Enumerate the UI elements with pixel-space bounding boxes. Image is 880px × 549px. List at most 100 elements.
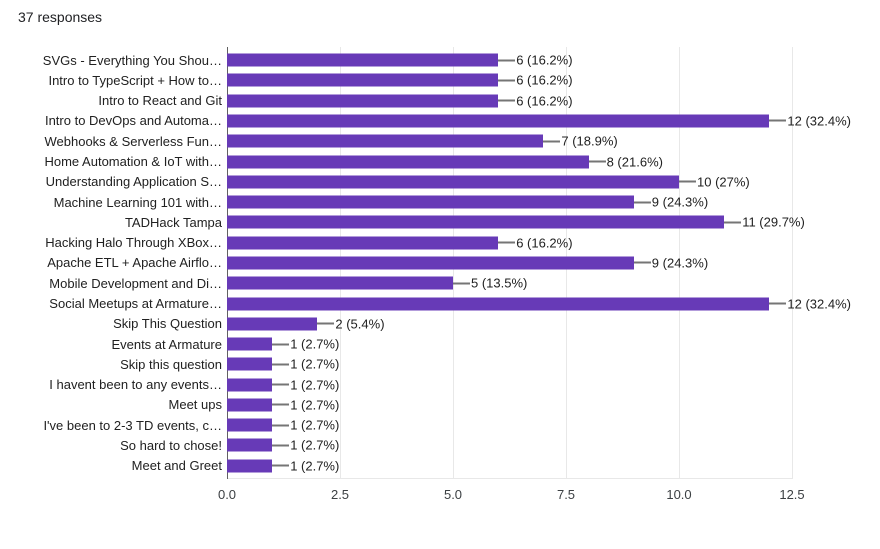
value-annotation: 2 (5.4%): [317, 316, 385, 332]
bar[interactable]: [227, 256, 634, 270]
chart-row: 6 (16.2%): [227, 233, 792, 253]
category-label: SVGs - Everything You Shou…: [42, 52, 222, 68]
chart-row: 1 (2.7%): [227, 395, 792, 415]
chart-row: 12 (32.4%): [227, 293, 851, 313]
bar[interactable]: [227, 297, 770, 311]
x-axis-ticks: 0.0 2.5 5.0 7.5 10.0 12.5: [218, 487, 805, 505]
leader-line: [272, 363, 290, 366]
value-label: 6 (16.2%): [516, 93, 573, 109]
x-tick-label: 5.0: [443, 487, 463, 502]
value-label: 6 (16.2%): [516, 52, 573, 68]
value-label: 1 (2.7%): [290, 377, 340, 393]
bar[interactable]: [227, 175, 679, 189]
bars-layer: 6 (16.2%) 6 (16.2%) 6 (16.2%) 12 (32.4%) 7 (…: [227, 50, 851, 476]
category-label: Hacking Halo Through XBox…: [45, 235, 222, 251]
leader-line: [453, 282, 470, 285]
leader-line: [498, 79, 516, 82]
leader-line: [272, 343, 290, 346]
leader-line: [769, 302, 787, 305]
leader-line: [498, 241, 516, 244]
leader-line: [633, 201, 651, 204]
chart-row: 5 (13.5%): [227, 273, 792, 293]
value-label: 1 (2.7%): [290, 417, 340, 433]
leader-line: [633, 261, 651, 264]
value-label: 11 (29.7%): [742, 214, 805, 230]
value-label: 10 (27%): [697, 174, 750, 190]
category-axis: SVGs - Everything You Shou… Intro to Type…: [0, 50, 224, 476]
value-annotation: 10 (27%): [679, 174, 750, 189]
category-label: Mobile Development and Di…: [49, 275, 222, 291]
chart-row: 8 (21.6%): [227, 151, 792, 171]
category-label: So hard to chose!: [120, 437, 222, 453]
chart-row: 6 (16.2%): [227, 91, 792, 111]
x-tick-label: 0.0: [217, 487, 237, 502]
chart-row: 2 (5.4%): [227, 314, 792, 334]
bar[interactable]: [227, 337, 273, 351]
bar[interactable]: [227, 438, 273, 452]
response-count: 37 responses: [18, 9, 103, 25]
value-annotation: 6 (16.2%): [498, 52, 573, 68]
bar[interactable]: [227, 276, 453, 290]
bar[interactable]: [227, 398, 273, 412]
leader-line: [724, 221, 742, 224]
leader-line: [679, 180, 696, 183]
category-label: I've been to 2-3 TD events, c…: [43, 417, 222, 433]
category-label: Intro to TypeScript + How to…: [48, 72, 222, 88]
value-annotation: 11 (29.7%): [724, 215, 805, 230]
value-annotation: 6 (16.2%): [498, 235, 573, 250]
leader-line: [272, 403, 290, 406]
bar[interactable]: [227, 134, 544, 148]
chart-row: 1 (2.7%): [227, 435, 792, 455]
chart-row: 9 (24.3%): [227, 192, 792, 212]
value-annotation: 1 (2.7%): [272, 337, 339, 352]
leader-line: [498, 59, 516, 62]
chart-row: 1 (2.7%): [227, 415, 792, 435]
category-label: Skip This Question: [113, 316, 222, 332]
category-label: Social Meetups at Armature…: [49, 296, 222, 312]
x-tick-label: 7.5: [556, 487, 576, 502]
value-label: 2 (5.4%): [335, 316, 385, 332]
category-label: Skip this question: [120, 356, 222, 372]
value-label: 1 (2.7%): [290, 458, 340, 474]
value-annotation: 1 (2.7%): [272, 438, 339, 453]
chart-row: 11 (29.7%): [227, 212, 805, 232]
value-label: 1 (2.7%): [290, 356, 340, 372]
chart-row: 12 (32.4%): [227, 111, 851, 131]
chart-row: 7 (18.9%): [227, 131, 792, 151]
bar[interactable]: [227, 378, 273, 392]
leader-line: [272, 383, 290, 386]
bar[interactable]: [227, 317, 318, 331]
bar[interactable]: [227, 114, 770, 128]
value-annotation: 1 (2.7%): [272, 397, 339, 412]
leader-line: [769, 119, 787, 122]
chart-row: 1 (2.7%): [227, 334, 792, 354]
category-label: Meet ups: [168, 397, 222, 413]
x-tick-label: 10.0: [666, 487, 692, 502]
bar[interactable]: [227, 459, 273, 473]
bar[interactable]: [227, 215, 725, 229]
bar[interactable]: [227, 73, 499, 87]
bar[interactable]: [227, 236, 499, 250]
x-axis-baseline: [227, 478, 792, 479]
bar[interactable]: [227, 418, 273, 432]
chart-row: 6 (16.2%): [227, 50, 792, 70]
bar[interactable]: [227, 53, 499, 67]
value-annotation: 5 (13.5%): [453, 276, 527, 291]
value-label: 1 (2.7%): [290, 397, 340, 413]
bar[interactable]: [227, 357, 273, 371]
value-label: 1 (2.7%): [290, 437, 340, 453]
bar[interactable]: [227, 94, 499, 108]
value-label: 6 (16.2%): [516, 72, 573, 88]
category-label: Machine Learning 101 with…: [53, 194, 222, 210]
category-label: Events at Armature: [111, 336, 222, 352]
bar[interactable]: [227, 195, 634, 209]
gridline: [679, 47, 680, 479]
category-label: Webhooks & Serverless Fun…: [44, 133, 223, 149]
value-label: 7 (18.9%): [561, 133, 618, 149]
bar[interactable]: [227, 155, 589, 169]
category-label: Understanding Application S…: [45, 174, 222, 190]
category-label: Intro to DevOps and Automa…: [44, 113, 222, 129]
value-label: 1 (2.7%): [290, 336, 340, 352]
category-label: Home Automation & IoT with…: [44, 154, 222, 170]
value-annotation: 8 (21.6%): [588, 154, 663, 169]
